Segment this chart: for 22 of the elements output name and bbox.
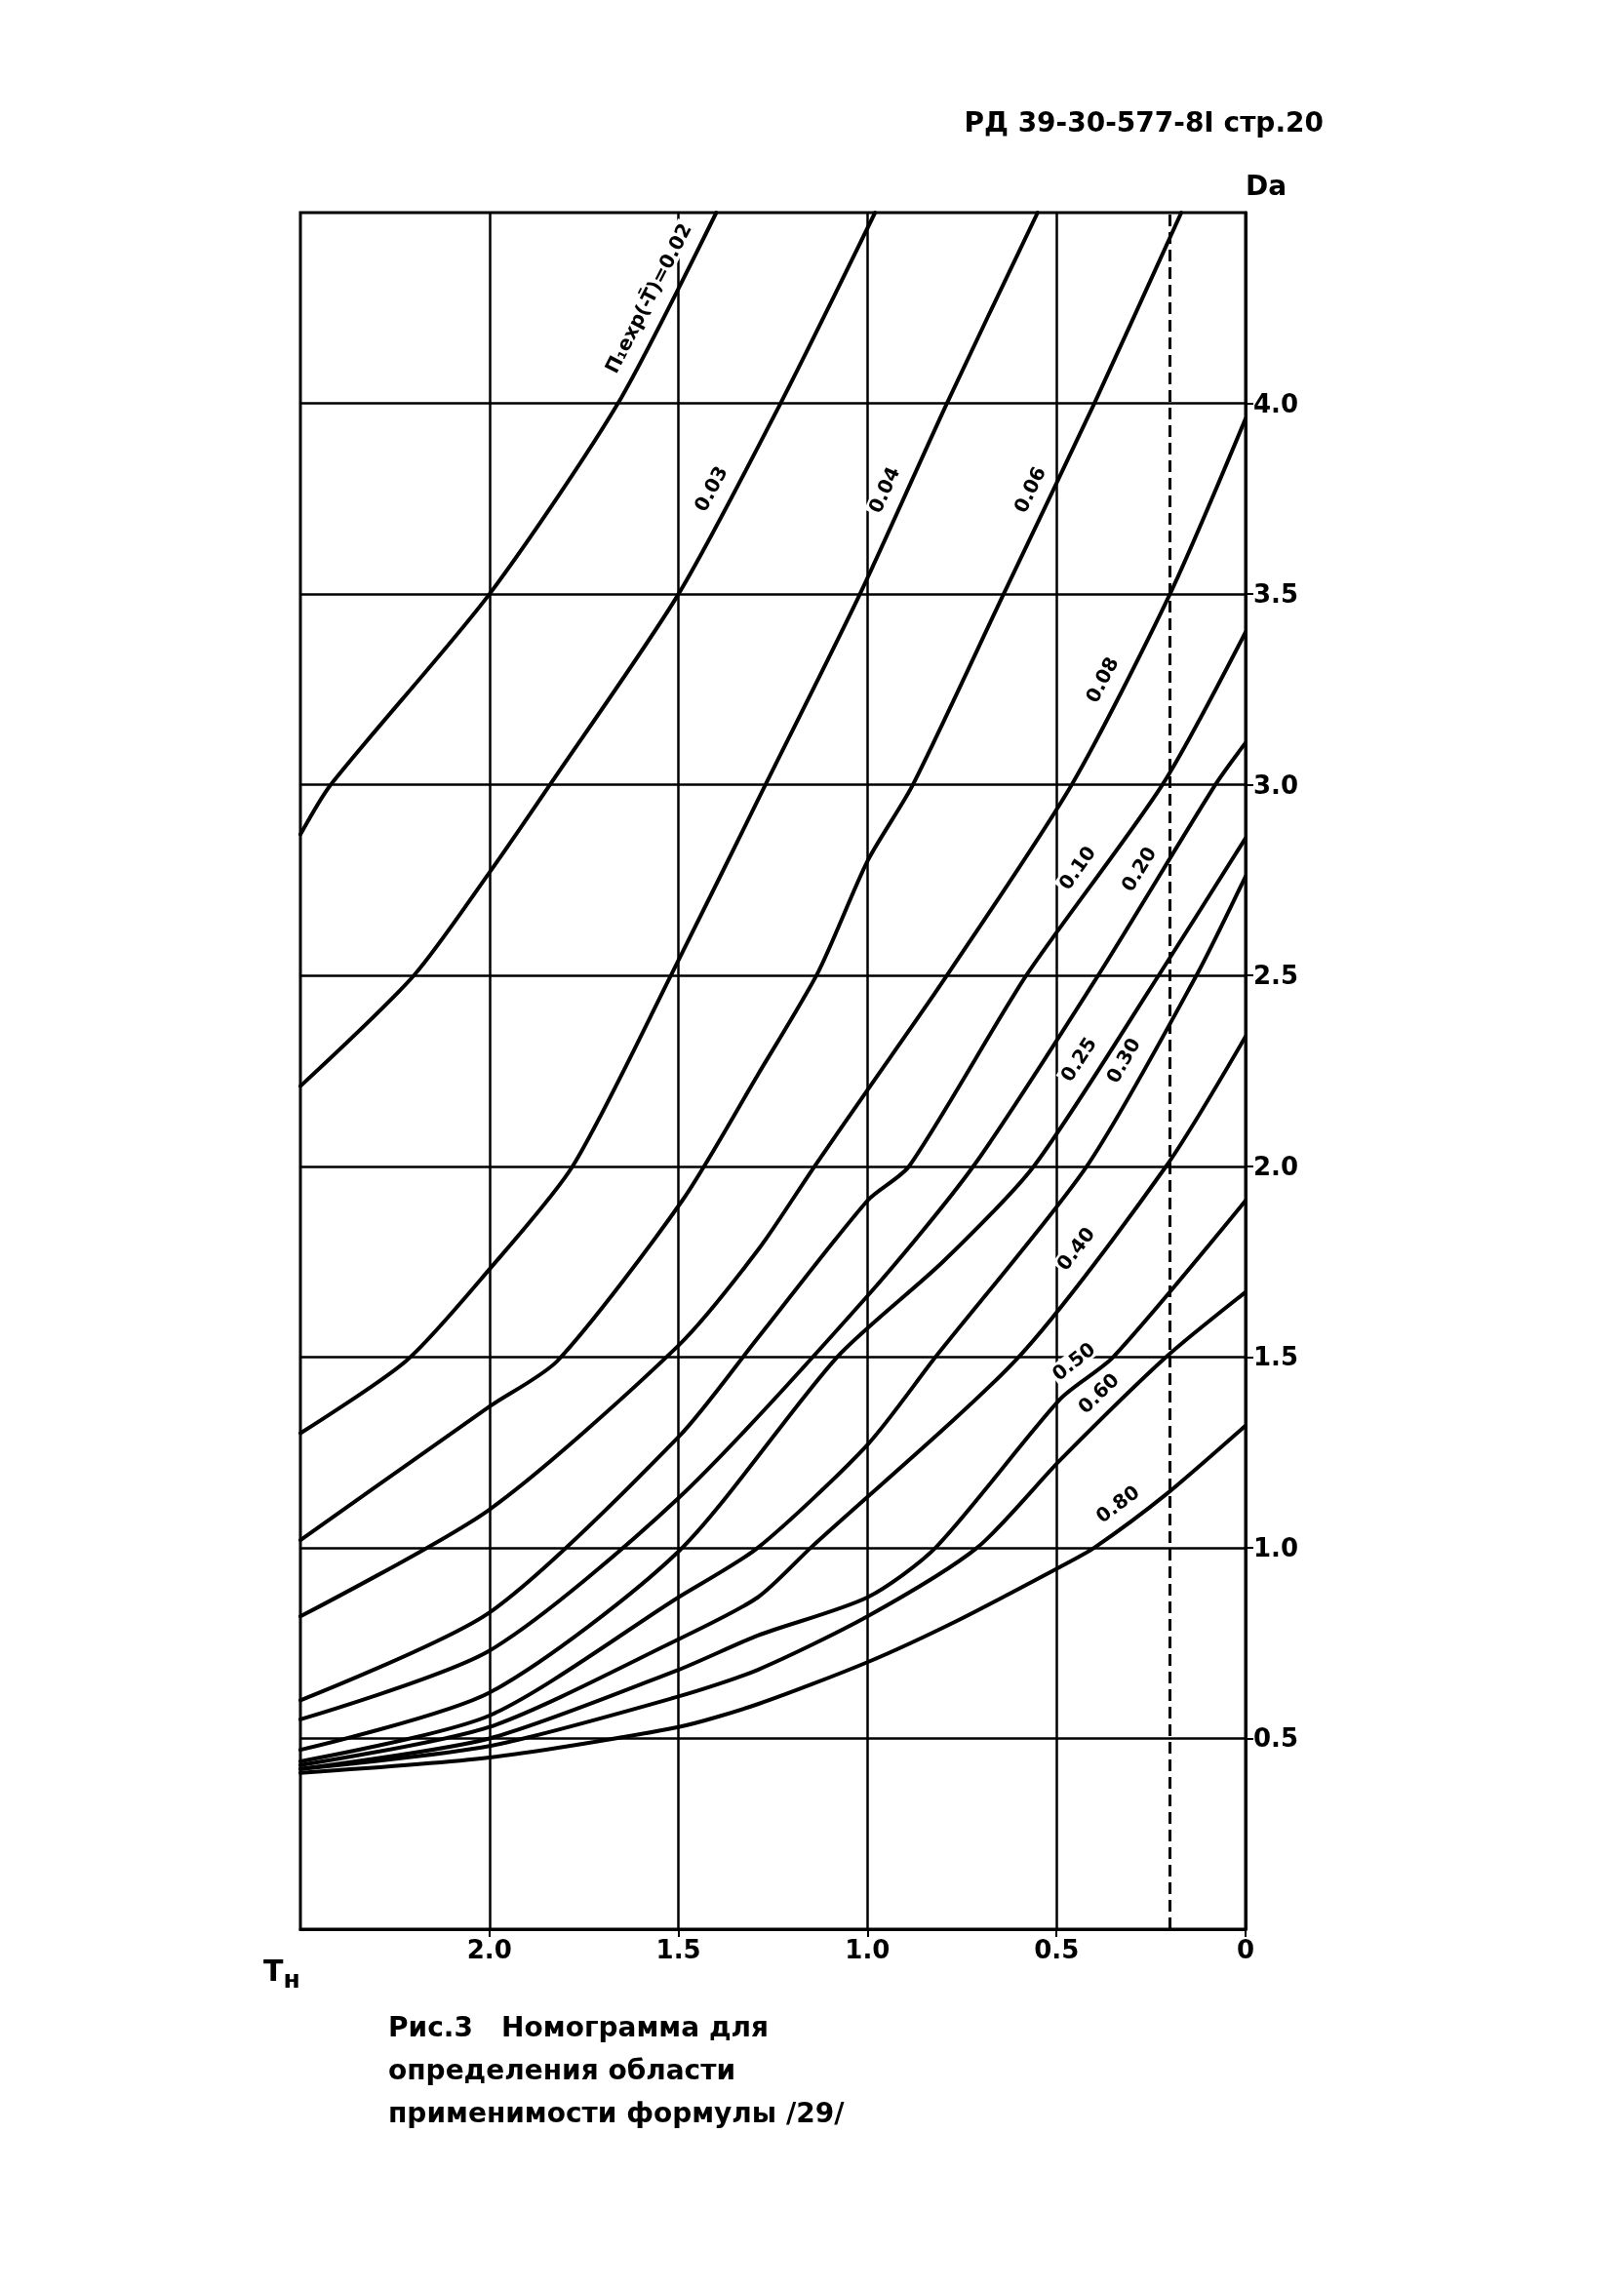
- text: РД 39-30-577-8I стр.20: [964, 105, 1325, 138]
- x-tick-label: 0: [1236, 1935, 1255, 1964]
- text: Рис.3 Номограмма для определения области применимости формулы /29/: [388, 2010, 846, 2129]
- x-tick-label: 1.5: [655, 1935, 701, 1964]
- text: 0.04: [863, 462, 905, 517]
- y-tick-label: 3.5: [1253, 579, 1299, 610]
- y-tick-label: 2.0: [1253, 1151, 1299, 1181]
- x-tick-label: 0.5: [1034, 1935, 1080, 1964]
- text: 0.06: [1009, 462, 1051, 517]
- x-axis-title: T$_{н}$: [263, 1954, 300, 1994]
- y-tick-label: 4.0: [1253, 388, 1299, 418]
- y-axis-title: Da: [1246, 169, 1287, 202]
- y-tick-label: 0.5: [1253, 1723, 1299, 1754]
- y-tick-label: 1.5: [1253, 1342, 1299, 1372]
- x-tick-label: 1.0: [845, 1935, 891, 1964]
- y-tick-label: 3.0: [1253, 770, 1299, 800]
- x-tick-label: 2.0: [466, 1935, 512, 1964]
- text: 0.30: [1100, 1033, 1146, 1087]
- y-tick-label: 2.5: [1253, 961, 1299, 991]
- text: 0.08: [1080, 652, 1124, 707]
- text: 0.03: [689, 461, 733, 516]
- y-tick-label: 1.0: [1253, 1532, 1299, 1562]
